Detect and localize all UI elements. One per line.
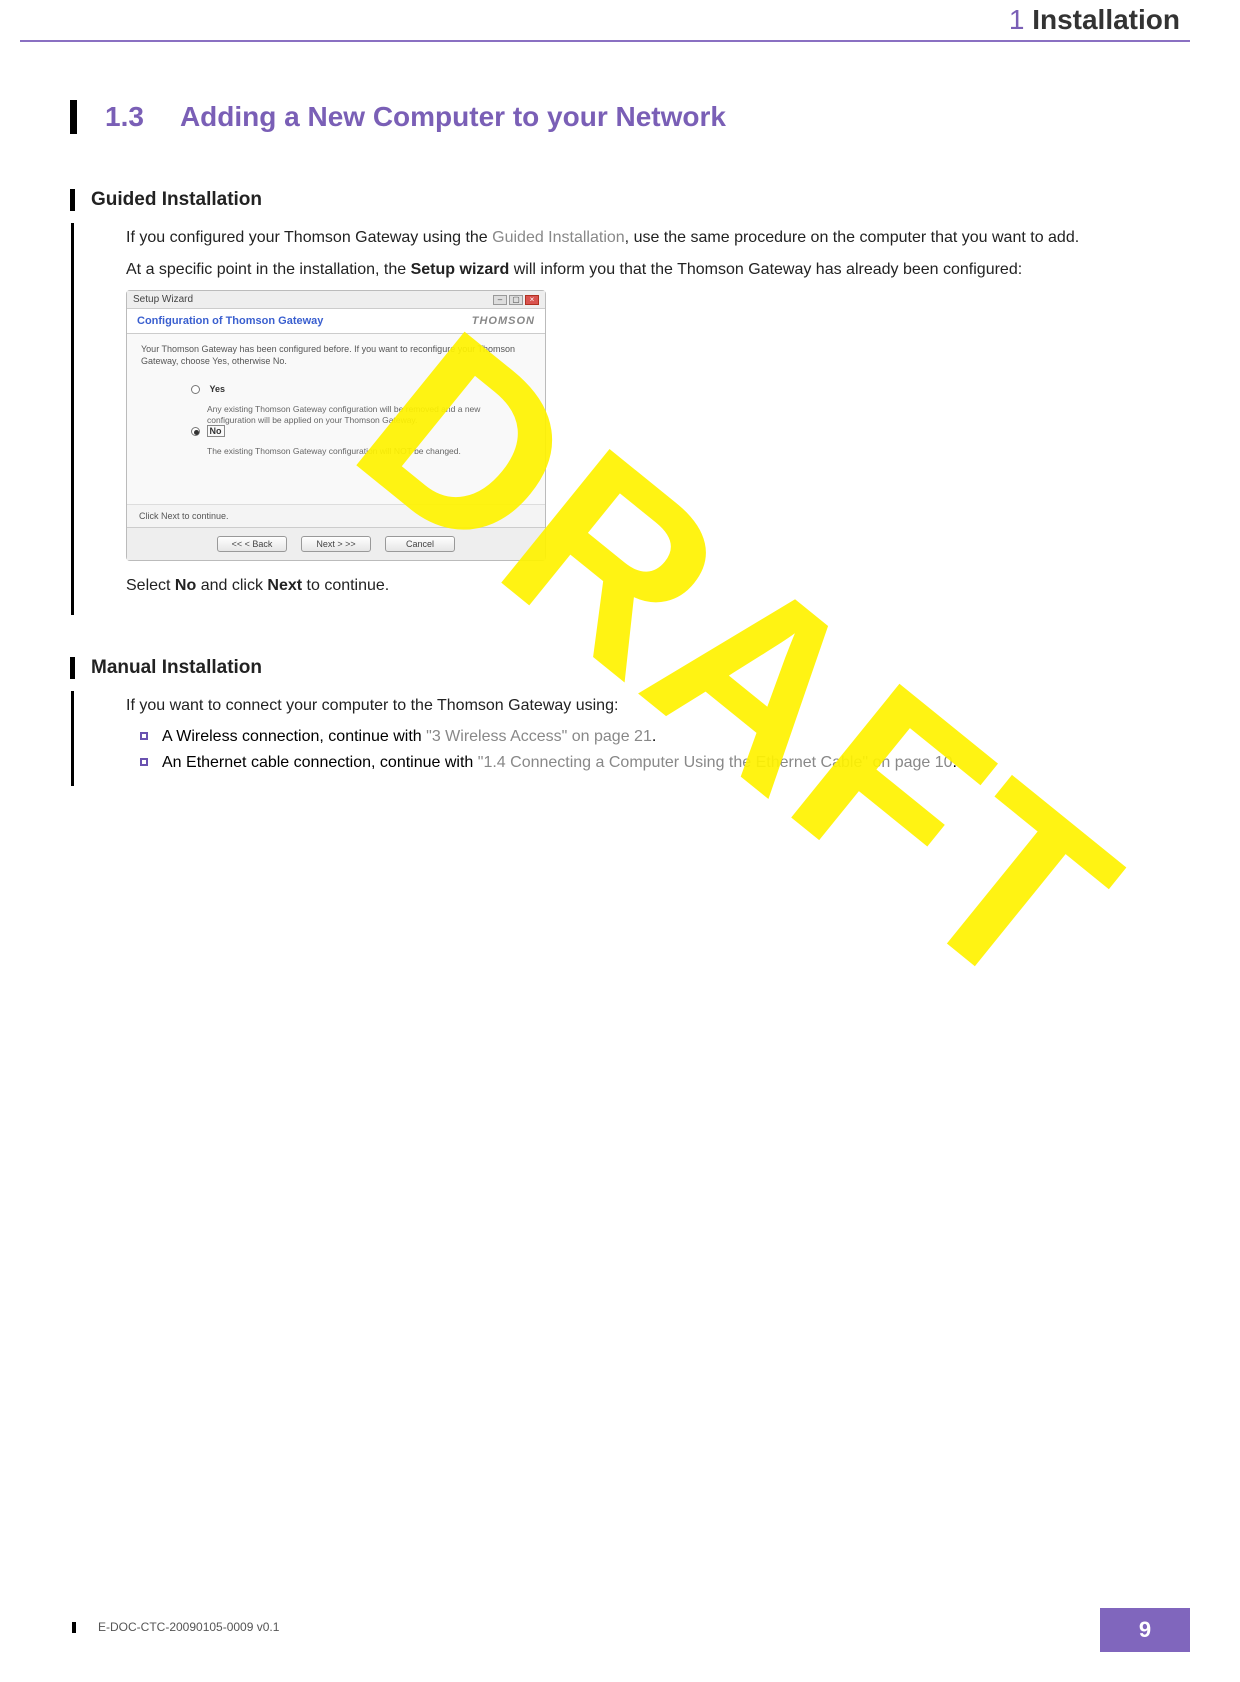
thomson-logo: THOMSON [472, 315, 535, 327]
wireless-access-link[interactable]: "3 Wireless Access" on page 21 [426, 728, 652, 745]
wizard-footer-hint: Click Next to continue. [127, 504, 545, 527]
wizard-option-no: No [191, 426, 531, 436]
wizard-buttons: << < Back Next > >> Cancel [127, 527, 545, 560]
section-title: Adding a New Computer to your Network [180, 101, 726, 133]
manual-body: If you want to connect your computer to … [71, 691, 1180, 786]
wizard-intro-text: Your Thomson Gateway has been configured… [141, 344, 531, 367]
bullet-icon [140, 758, 148, 766]
close-icon: × [525, 295, 539, 305]
guided-caption: Select No and click Next to continue. [126, 575, 1180, 597]
wizard-yes-desc: Any existing Thomson Gateway configurati… [207, 404, 531, 426]
radio-yes-label: Yes [207, 383, 229, 395]
wizard-cancel-button: Cancel [385, 536, 455, 552]
bullet-icon [140, 732, 148, 740]
footer-doc-id: E-DOC-CTC-20090105-0009 v0.1 [98, 1620, 279, 1634]
chapter-title: Installation [1032, 4, 1180, 35]
bullet-wireless-text: A Wireless connection, continue with "3 … [162, 726, 656, 748]
section-number: 1.3 [105, 101, 144, 133]
guided-install-link[interactable]: Guided Installation [492, 229, 625, 246]
subsection-bar-icon [70, 657, 75, 679]
ethernet-link[interactable]: "1.4 Connecting a Computer Using the Eth… [478, 754, 953, 771]
wizard-option-yes: Yes [191, 384, 531, 394]
wizard-header-text: Configuration of Thomson Gateway [137, 315, 323, 327]
manual-installation-section: Manual Installation If you want to conne… [70, 657, 1180, 786]
window-controls: – ▢ × [493, 295, 539, 305]
bullet-ethernet: An Ethernet cable connection, continue w… [140, 752, 1180, 774]
setup-wizard-screenshot: Setup Wizard – ▢ × Configuration of Thom… [126, 290, 546, 561]
section-heading: 1.3 Adding a New Computer to your Networ… [70, 100, 1180, 134]
minimize-icon: – [493, 295, 507, 305]
page-number: 9 [1100, 1608, 1190, 1652]
wizard-next-button: Next > >> [301, 536, 371, 552]
manual-heading: Manual Installation [91, 657, 262, 679]
maximize-icon: ▢ [509, 295, 523, 305]
bullet-ethernet-text: An Ethernet cable connection, continue w… [162, 752, 957, 774]
page-header: 1 Installation [0, 0, 1240, 40]
radio-no-label: No [207, 425, 225, 437]
wizard-titlebar: Setup Wizard – ▢ × [127, 291, 545, 309]
header-rule [20, 40, 1190, 42]
radio-yes-icon [191, 385, 200, 394]
setup-wizard-term: Setup wizard [411, 261, 510, 278]
section-bar-icon [70, 100, 77, 134]
radio-no-icon [191, 427, 200, 436]
content-area: 1.3 Adding a New Computer to your Networ… [70, 100, 1180, 828]
chapter-number: 1 [1009, 4, 1025, 35]
chapter-label: 1 Installation [1009, 4, 1180, 36]
subsection-header: Guided Installation [70, 189, 1180, 211]
subsection-header: Manual Installation [70, 657, 1180, 679]
wizard-subheader: Configuration of Thomson Gateway THOMSON [127, 309, 545, 334]
guided-heading: Guided Installation [91, 189, 262, 211]
wizard-content: Your Thomson Gateway has been configured… [127, 334, 545, 504]
subsection-bar-icon [70, 189, 75, 211]
wizard-no-desc: The existing Thomson Gateway configurati… [207, 446, 531, 457]
guided-para-2: At a specific point in the installation,… [126, 259, 1180, 281]
guided-body: If you configured your Thomson Gateway u… [71, 223, 1180, 615]
guided-para-1: If you configured your Thomson Gateway u… [126, 227, 1180, 249]
page-footer: E-DOC-CTC-20090105-0009 v0.1 9 [20, 1614, 1190, 1654]
manual-intro: If you want to connect your computer to … [126, 695, 1180, 717]
bullet-wireless: A Wireless connection, continue with "3 … [140, 726, 1180, 748]
page: 1 Installation 1.3 Adding a New Computer… [0, 0, 1240, 1682]
footer-tick-icon [72, 1622, 76, 1633]
wizard-back-button: << < Back [217, 536, 287, 552]
guided-installation-section: Guided Installation If you configured yo… [70, 189, 1180, 615]
wizard-window-title: Setup Wizard [133, 294, 193, 305]
